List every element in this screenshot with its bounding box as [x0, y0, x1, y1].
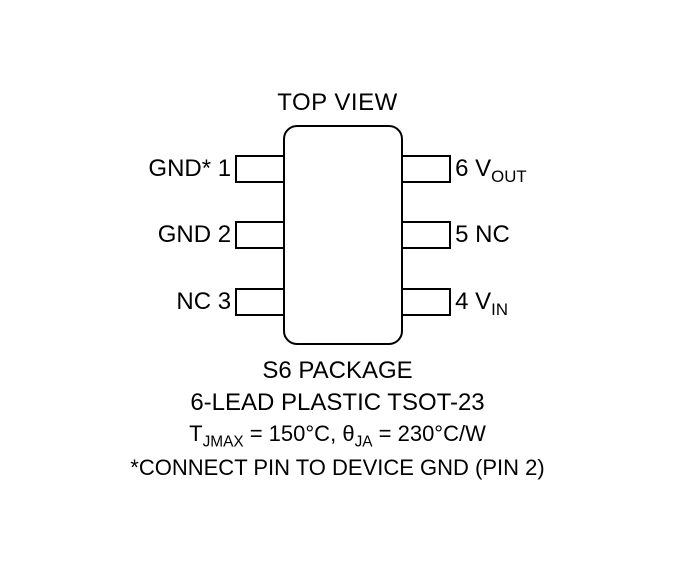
pin-6-name: V [475, 155, 491, 182]
left-pin-labels: GND* 1 GND 2 NC 3 [148, 135, 235, 335]
tjmax-sub: JMAX [203, 433, 244, 450]
pin-2-number: 2 [218, 221, 231, 248]
pin-2-name: GND [158, 221, 211, 248]
pin-6-stub [403, 155, 451, 183]
tjmax-t: T [189, 421, 202, 446]
pin-5-name: NC [475, 221, 510, 248]
tjmax-val: = 150°C, [244, 421, 343, 446]
pin-4-number: 4 [455, 288, 468, 315]
pin-3-stub [235, 288, 283, 316]
pin-2-label: GND 2 [148, 214, 231, 256]
package-area: GND* 1 GND 2 NC 3 [148, 125, 526, 345]
pin-1-number: 1 [218, 155, 231, 182]
pin-4-sub: IN [491, 300, 508, 319]
pin-6-number: 6 [455, 155, 468, 182]
right-pin-labels: 6 VOUT 5 NC 4 VIN [451, 135, 526, 335]
pin-4-stub [403, 288, 451, 316]
pin-3-label: NC 3 [148, 281, 231, 323]
theta-sub: JA [355, 433, 373, 450]
pin-4-name: V [475, 288, 491, 315]
pin-5-number: 5 [455, 221, 468, 248]
pin-3-name: NC [176, 288, 211, 315]
package-name: S6 PACKAGE [130, 355, 544, 386]
top-view-label: TOP VIEW [277, 89, 397, 117]
theta-val: = 230°C/W [373, 421, 486, 446]
left-pins [235, 135, 283, 335]
pin-5-stub [403, 221, 451, 249]
pin-4-label: 4 VIN [455, 281, 526, 323]
package-desc: 6-LEAD PLASTIC TSOT-23 [130, 387, 544, 418]
pin-1-name: GND* [148, 155, 211, 182]
pin-3-number: 3 [218, 288, 231, 315]
package-info: S6 PACKAGE 6-LEAD PLASTIC TSOT-23 TJMAX … [130, 355, 544, 482]
pin-1-stub [235, 155, 283, 183]
pin-1-label: GND* 1 [148, 148, 231, 190]
pin-2-stub [235, 221, 283, 249]
chip-wrapper [235, 125, 451, 345]
right-pins [403, 135, 451, 335]
footnote: *CONNECT PIN TO DEVICE GND (PIN 2) [130, 454, 544, 483]
pin-6-sub: OUT [491, 166, 526, 185]
thermal-info: TJMAX = 150°C, θJA = 230°C/W [130, 420, 544, 452]
chip-body [283, 125, 403, 345]
pinout-diagram: TOP VIEW GND* 1 GND 2 NC 3 [130, 89, 544, 482]
pin-5-label: 5 NC [455, 214, 526, 256]
theta: θ [342, 421, 354, 446]
pin-6-label: 6 VOUT [455, 148, 526, 190]
